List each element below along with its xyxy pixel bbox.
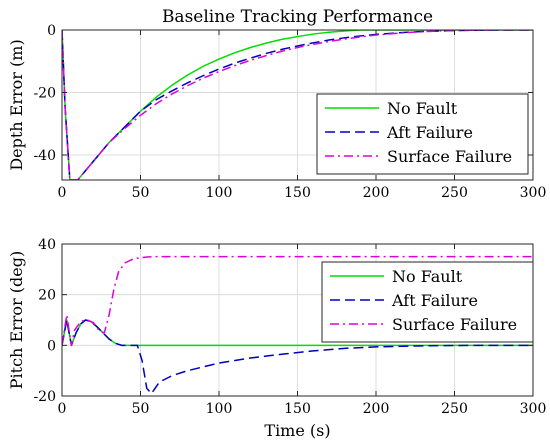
legend: No Fault Aft Failure Surface Failure [316, 93, 529, 175]
series-line-aft-failure [62, 319, 533, 395]
legend-label: Aft Failure [386, 123, 473, 142]
x-axis-title: Time (s) [264, 421, 330, 440]
y-tick-label: -20 [33, 86, 56, 102]
x-tick-label: 100 [206, 185, 233, 201]
series-lines [62, 255, 533, 395]
x-tick-label: 300 [520, 185, 547, 201]
x-tick-label: 150 [284, 401, 311, 417]
x-tick-label: 150 [284, 185, 311, 201]
series-line-surface-failure [62, 255, 533, 347]
x-tick-label: 0 [58, 185, 67, 201]
x-tick-label: 200 [363, 185, 390, 201]
legend-label: Surface Failure [392, 315, 517, 334]
legend-label: No Fault [392, 267, 463, 286]
x-tick-label: 300 [520, 401, 547, 417]
series-lines [62, 30, 533, 180]
x-tick-label: 100 [206, 401, 233, 417]
y-axis-title: Pitch Error (deg) [7, 251, 26, 389]
y-tick-label: 40 [38, 237, 56, 253]
y-tick-label: 20 [38, 288, 56, 304]
y-axis-title: Depth Error (m) [7, 39, 26, 170]
chart-panel-depth: 0 50 100 150 200 250 300 0 -20 -40 Baseline Tracki… [7, 7, 546, 201]
legend-label: Surface Failure [387, 147, 512, 166]
x-tick-label: 250 [441, 185, 468, 201]
y-tick-label: 0 [47, 338, 56, 354]
legend-label: Aft Failure [391, 291, 478, 310]
legend: No Fault Aft Failure Surface Failure [321, 261, 534, 343]
y-tick-label: -20 [33, 389, 56, 405]
x-tick-label: 50 [132, 401, 150, 417]
chart-title: Baseline Tracking Performance [162, 7, 433, 27]
x-tick-label: 0 [58, 401, 67, 417]
series-line-surface-failure [62, 30, 533, 180]
x-tick-label: 200 [363, 401, 390, 417]
y-tick-label: 0 [47, 23, 56, 39]
x-tick-label: 50 [132, 185, 150, 201]
y-tick-label: -40 [33, 148, 56, 164]
x-tick-label: 250 [441, 401, 468, 417]
legend-label: No Fault [387, 99, 458, 118]
